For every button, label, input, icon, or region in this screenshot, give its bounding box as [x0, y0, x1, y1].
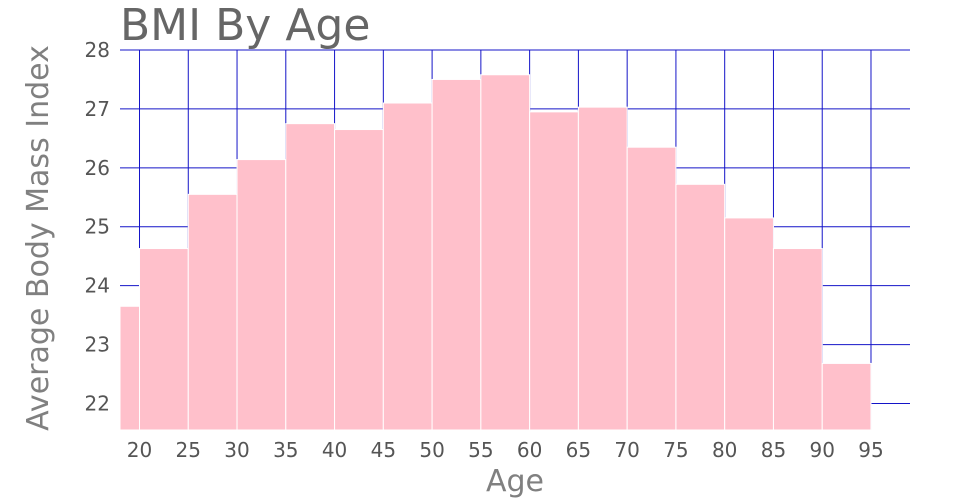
- bar-70-75: [626, 146, 677, 431]
- x-tick-label: 85: [761, 438, 786, 462]
- y-tick-label: 27: [85, 97, 110, 121]
- x-tick-label: 80: [712, 438, 737, 462]
- bar-18-20: [119, 305, 141, 431]
- bar-25-30: [187, 193, 238, 431]
- bar-50-55: [431, 78, 482, 431]
- bar-65-70: [577, 106, 628, 431]
- x-tick-label: 40: [322, 438, 347, 462]
- y-tick-label: 22: [85, 391, 110, 415]
- bars: [119, 74, 872, 431]
- x-tick-label: 55: [468, 438, 493, 462]
- y-ticks: 22 23 24 25 26 27 28: [85, 38, 110, 415]
- bar-80-85: [724, 217, 774, 431]
- bar-45-50: [382, 102, 433, 431]
- x-tick-label: 95: [858, 438, 883, 462]
- y-tick-label: 23: [85, 333, 110, 357]
- y-tick-label: 28: [85, 38, 110, 62]
- x-tick-label: 70: [614, 438, 639, 462]
- x-axis-label: Age: [486, 464, 544, 499]
- bar-35-40: [285, 123, 336, 431]
- bar-75-80: [675, 183, 726, 431]
- x-tick-label: 75: [663, 438, 688, 462]
- bar-55-60: [480, 74, 531, 431]
- x-tick-label: 25: [176, 438, 201, 462]
- x-tick-label: 35: [273, 438, 298, 462]
- x-tick-label: 45: [371, 438, 396, 462]
- bar-60-65: [529, 111, 579, 431]
- x-tick-label: 50: [419, 438, 444, 462]
- chart-title: BMI By Age: [120, 0, 370, 51]
- x-tick-label: 30: [224, 438, 249, 462]
- bar-30-35: [236, 159, 287, 431]
- y-axis-label: Average Body Mass Index: [21, 45, 56, 431]
- x-tick-label: 90: [809, 438, 834, 462]
- y-tick-label: 26: [85, 156, 110, 180]
- bar-90-95: [821, 362, 872, 431]
- x-ticks: 20 25 30 35 40 45 50 55 60 65 70 75 80 85 90 95: [127, 438, 884, 462]
- y-tick-label: 25: [85, 215, 110, 239]
- y-tick-label: 24: [85, 274, 110, 298]
- x-tick-label: 65: [566, 438, 591, 462]
- bar-85-90: [772, 248, 823, 431]
- x-tick-label: 20: [127, 438, 152, 462]
- bar-40-45: [334, 129, 384, 431]
- bar-20-25: [139, 248, 189, 431]
- x-tick-label: 60: [517, 438, 542, 462]
